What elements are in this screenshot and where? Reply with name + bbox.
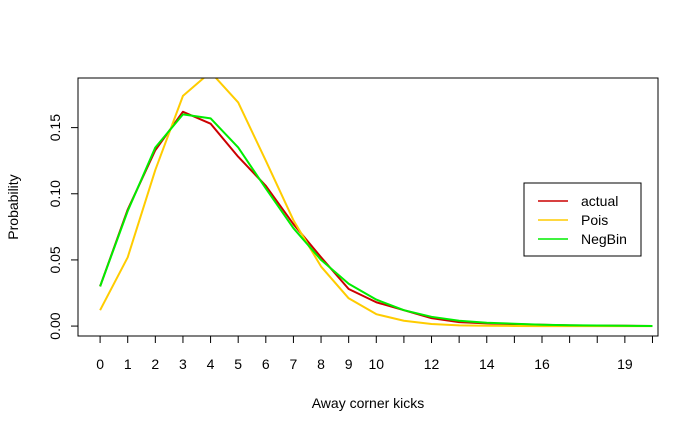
legend-label-actual: actual [581,193,618,209]
y-axis: 0.00 0.05 0.10 0.15 [47,114,78,340]
y-tick-label: 0.15 [47,114,63,141]
x-tick-label: 12 [424,356,440,372]
y-tick-label: 0.00 [47,312,63,339]
x-tick-label: 7 [290,356,298,372]
series-line-negbin [99,113,653,327]
x-tick-label: 9 [345,356,353,372]
x-tick-label: 14 [479,356,495,372]
x-tick-label: 2 [151,356,159,372]
y-tick-label: 0.10 [47,180,63,207]
x-tick-label: 1 [124,356,132,372]
x-axis-label: Away corner kicks [312,395,425,411]
x-tick-label: 4 [207,356,215,372]
x-tick-label: 10 [368,356,384,372]
legend: actual Pois NegBin [523,182,642,257]
series-layer [99,78,653,328]
y-axis-label: Probability [5,174,21,239]
x-tick-label: 0 [96,356,104,372]
x-tick-label: 8 [317,356,325,372]
plot-frame [77,77,659,337]
x-tick-label: 16 [534,356,550,372]
legend-label-pois: Pois [581,212,608,228]
legend-label-negbin: NegBin [581,231,627,247]
x-axis: 0 1 2 3 4 5 6 7 8 9 10 12 14 16 19 [96,336,653,372]
x-tick-label: 3 [179,356,187,372]
x-tick-label: 19 [617,356,633,372]
y-tick-label: 0.05 [47,246,63,273]
x-tick-label: 5 [234,356,242,372]
x-tick-label: 6 [262,356,270,372]
